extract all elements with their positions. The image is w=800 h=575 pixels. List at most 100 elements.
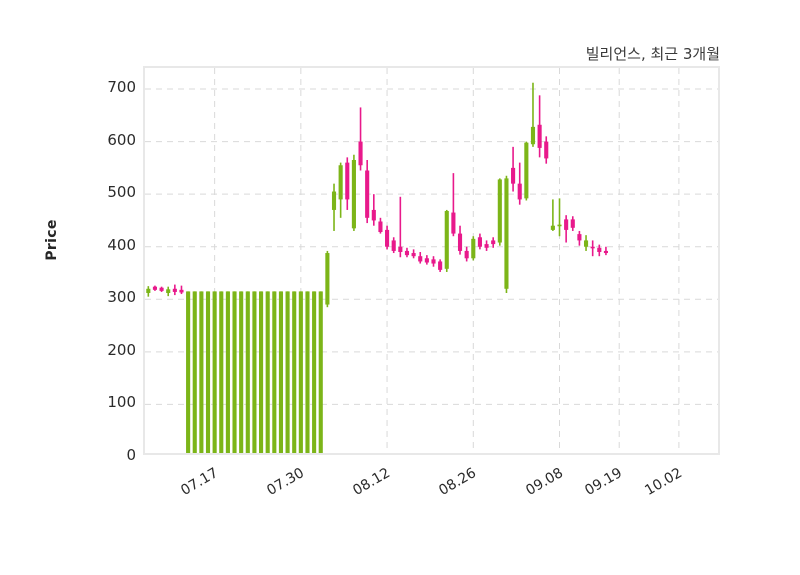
x-tick-label: 08.26: [436, 465, 480, 499]
candlestick: [438, 259, 443, 272]
candle-body: [570, 219, 575, 228]
y-tick-label: 100: [107, 393, 136, 412]
candlestick: [205, 291, 211, 453]
candlestick: [537, 95, 542, 158]
candle-body: [418, 256, 423, 262]
y-tick-label: 200: [107, 340, 136, 359]
chart-title: 빌리언스, 최근 3개월: [585, 45, 720, 63]
candlestick: [312, 291, 317, 453]
candle-body: [603, 250, 608, 254]
candle-body: [457, 233, 463, 251]
candlestick: [491, 237, 496, 248]
candlestick: [166, 286, 171, 297]
candlestick: [431, 256, 436, 267]
candle-body: [557, 224, 562, 227]
candlestick: [298, 291, 303, 453]
candlestick: [564, 215, 569, 243]
candlestick: [371, 194, 376, 226]
candlestick: [557, 198, 562, 237]
y-tick-label: 400: [107, 235, 136, 254]
candle-body: [166, 289, 171, 293]
candle-body: [524, 142, 529, 199]
candlestick: [152, 285, 158, 291]
candlestick: [292, 291, 297, 453]
candle-body: [305, 291, 310, 453]
candle-body: [239, 291, 244, 453]
candle-body: [338, 165, 343, 200]
candle-body: [278, 291, 284, 453]
candle-body: [225, 291, 230, 453]
candlestick: [358, 107, 363, 171]
candle-body: [590, 246, 595, 249]
candle-body: [424, 258, 429, 263]
candle-body: [577, 234, 582, 241]
candlestick: [451, 173, 456, 237]
candle-body: [245, 291, 250, 453]
candle-body: [564, 219, 569, 230]
candlestick: [232, 291, 237, 453]
candle-body: [497, 179, 502, 243]
candlestick: [225, 291, 230, 453]
candle-body: [252, 291, 257, 453]
candle-body: [146, 288, 151, 293]
candlestick: [186, 291, 191, 453]
candlestick: [146, 286, 151, 297]
candle-body: [212, 291, 217, 453]
candlestick: [245, 291, 250, 453]
candlestick: [577, 230, 582, 246]
candle-body: [550, 225, 555, 230]
candlestick: [365, 159, 370, 224]
plot-area[interactable]: [143, 66, 720, 455]
candle-body: [517, 183, 522, 200]
candle-body: [205, 291, 211, 453]
candlestick: [424, 255, 429, 265]
y-tick-label: 0: [126, 446, 136, 464]
candlestick: [192, 291, 197, 453]
candle-body: [358, 141, 363, 166]
candle-body: [318, 291, 323, 453]
candle-body: [404, 250, 410, 256]
candle-body: [172, 288, 177, 292]
candle-body: [371, 209, 376, 221]
candlestick: [159, 286, 164, 292]
candle-body: [179, 289, 184, 293]
candle-body: [597, 247, 602, 252]
candle-body: [530, 126, 536, 145]
candlestick: [530, 82, 536, 147]
candle-body: [351, 159, 356, 229]
x-tick-label: 08.12: [350, 465, 394, 499]
candlestick: [464, 246, 469, 262]
candle-body: [431, 259, 436, 264]
candlestick: [285, 291, 290, 453]
candle-body: [152, 286, 158, 290]
candle-body: [471, 238, 476, 259]
y-tick-label: 500: [107, 183, 136, 202]
x-tick-label: 09.19: [582, 465, 626, 499]
candlestick: [239, 291, 244, 453]
candle-body: [312, 291, 317, 453]
candle-body: [504, 178, 509, 289]
candle-body: [391, 240, 396, 251]
candle-body: [398, 246, 403, 252]
candlestick: [305, 291, 310, 453]
x-tick-label: 07.17: [177, 465, 221, 499]
candlestick: [497, 178, 502, 246]
candlestick: [259, 291, 264, 453]
candle-body: [265, 291, 270, 453]
candlestick: [477, 233, 482, 250]
candle-body: [464, 250, 469, 259]
candle-body: [451, 212, 456, 234]
candlestick: [338, 162, 343, 218]
candle-body: [491, 240, 496, 245]
candle-body: [298, 291, 303, 453]
candlestick: [331, 183, 337, 231]
candlestick: [265, 291, 270, 453]
candle-body: [219, 291, 224, 453]
candlestick: [504, 175, 509, 293]
candle-body: [325, 253, 330, 305]
candle-body: [477, 237, 482, 247]
candlestick: [199, 291, 204, 453]
candle-body: [411, 253, 416, 257]
candle-body: [544, 141, 549, 159]
candlestick-series: [145, 68, 718, 453]
